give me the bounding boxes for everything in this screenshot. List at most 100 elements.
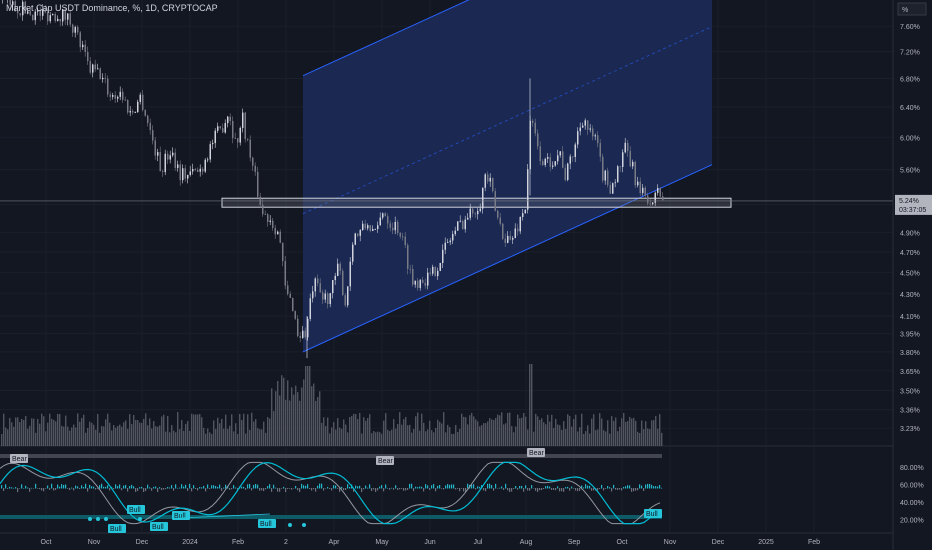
candle-body: [89, 60, 91, 73]
candle-body: [22, 1, 24, 16]
candle-body: [267, 214, 269, 222]
volume-bar: [131, 423, 133, 446]
candle-body: [624, 142, 626, 153]
volume-bar: [53, 419, 55, 446]
time-axis[interactable]: Oct Nov Dec 2024 Feb 2 Apr May Jun Jul Aug Sep Oct No…: [41, 539, 821, 546]
price-tick-label: 6.40%: [900, 105, 920, 112]
oscillator-histogram-bar: [487, 483, 489, 489]
candle-body: [632, 161, 634, 167]
oscillator-histogram-bar: [357, 486, 359, 489]
oscillator-histogram-bar: [87, 488, 89, 492]
oscillator-histogram-bar: [49, 488, 51, 490]
oscillator-histogram-bar: [109, 488, 111, 491]
oscillator-histogram-bar: [33, 488, 35, 489]
volume-bar: [387, 429, 389, 446]
candle-body: [137, 101, 139, 113]
volume-bar: [653, 420, 655, 446]
oscillator-histogram-bar: [3, 488, 5, 491]
volume-bar: [5, 427, 7, 446]
support-zone[interactable]: [221, 197, 732, 208]
price-tick-label: 4.90%: [900, 230, 920, 237]
volume-bar: [233, 431, 235, 446]
candle-body: [502, 223, 504, 239]
volume-bar: [533, 431, 535, 446]
oscillator-histogram-bar: [241, 486, 243, 489]
oscillator-histogram-bar: [401, 488, 403, 489]
oscillator-histogram-bar: [145, 488, 147, 492]
volume-bar: [477, 421, 479, 446]
volume-bar: [175, 432, 177, 446]
regression-channel[interactable]: [302, 0, 713, 353]
volume-bar: [319, 391, 321, 446]
oscillator-histogram-bar: [143, 488, 145, 493]
oscillator-main-line: [0, 461, 661, 525]
volume-bar: [185, 423, 187, 446]
oscillator-histogram-bar: [413, 488, 415, 492]
candle-body: [469, 208, 471, 218]
volume-bar: [591, 418, 593, 446]
oscillator-histogram-bar: [319, 483, 321, 489]
candle-body: [437, 270, 439, 277]
volume-bar: [511, 426, 513, 446]
oscillator-histogram-bar: [129, 486, 131, 489]
candle-body: [244, 112, 246, 139]
volume-bar: [181, 420, 183, 446]
candle-body: [557, 155, 559, 162]
candle-body: [627, 142, 629, 152]
bull-label: Bull: [152, 524, 164, 531]
candle-body: [544, 158, 546, 166]
volume-bar: [399, 412, 401, 446]
volume-bar: [111, 430, 113, 446]
candle-body: [344, 295, 346, 306]
volume-bar: [409, 424, 411, 446]
candle-body: [122, 91, 124, 100]
oscillator-histogram-bar: [303, 485, 305, 489]
volume-bar: [129, 414, 131, 446]
candle-body: [232, 120, 234, 139]
volume-bar: [557, 424, 559, 446]
volume-bar: [521, 417, 523, 446]
volume-bar: [265, 432, 267, 446]
volume-bar: [91, 422, 93, 446]
oscillator-histogram-bar: [71, 487, 73, 489]
candle-body: [419, 279, 421, 288]
volume-bar: [549, 421, 551, 446]
volume-bar: [301, 387, 303, 446]
candle-body: [602, 156, 604, 181]
candle-body: [594, 135, 596, 137]
volume-bar: [137, 420, 139, 446]
oscillator-histogram-bar: [659, 484, 661, 489]
candle-body: [72, 24, 74, 33]
volume-bar: [379, 432, 381, 446]
volume-bar: [27, 428, 29, 446]
oscillator-histogram-bar: [327, 486, 329, 489]
oscillator-tick-label: 20.00%: [900, 517, 924, 524]
oscillator-histogram-bar: [59, 486, 61, 489]
volume-bar: [485, 423, 487, 446]
price-axis[interactable]: %7.60%7.20%6.80%6.40%6.00%5.60%5.20%4.90…: [892, 0, 932, 550]
candle-body: [264, 214, 266, 216]
volume-bar: [263, 421, 265, 446]
candle-body: [489, 177, 491, 182]
oscillator-histogram-bar: [397, 488, 399, 490]
volume-bar: [429, 420, 431, 446]
channel-lower-line: [302, 164, 713, 353]
volume-bar: [481, 425, 483, 446]
volume-bar: [453, 433, 455, 446]
oscillator-histogram-bar: [657, 486, 659, 489]
bull-label-bg: [150, 522, 168, 531]
volume-bar: [367, 418, 369, 446]
volume-bar: [139, 422, 141, 446]
volume-bar: [23, 420, 25, 446]
oscillator-histogram-bar: [209, 488, 211, 489]
oscillator-histogram-bar: [575, 488, 577, 491]
candle-body: [414, 280, 416, 285]
oscillator-histogram-bar: [543, 488, 545, 490]
volume-bar: [657, 428, 659, 446]
volume-bar: [17, 417, 19, 446]
volume-bar: [659, 414, 661, 446]
oscillator-histogram-bar: [345, 488, 347, 491]
volume-bar: [363, 417, 365, 446]
volume-bar: [559, 425, 561, 446]
